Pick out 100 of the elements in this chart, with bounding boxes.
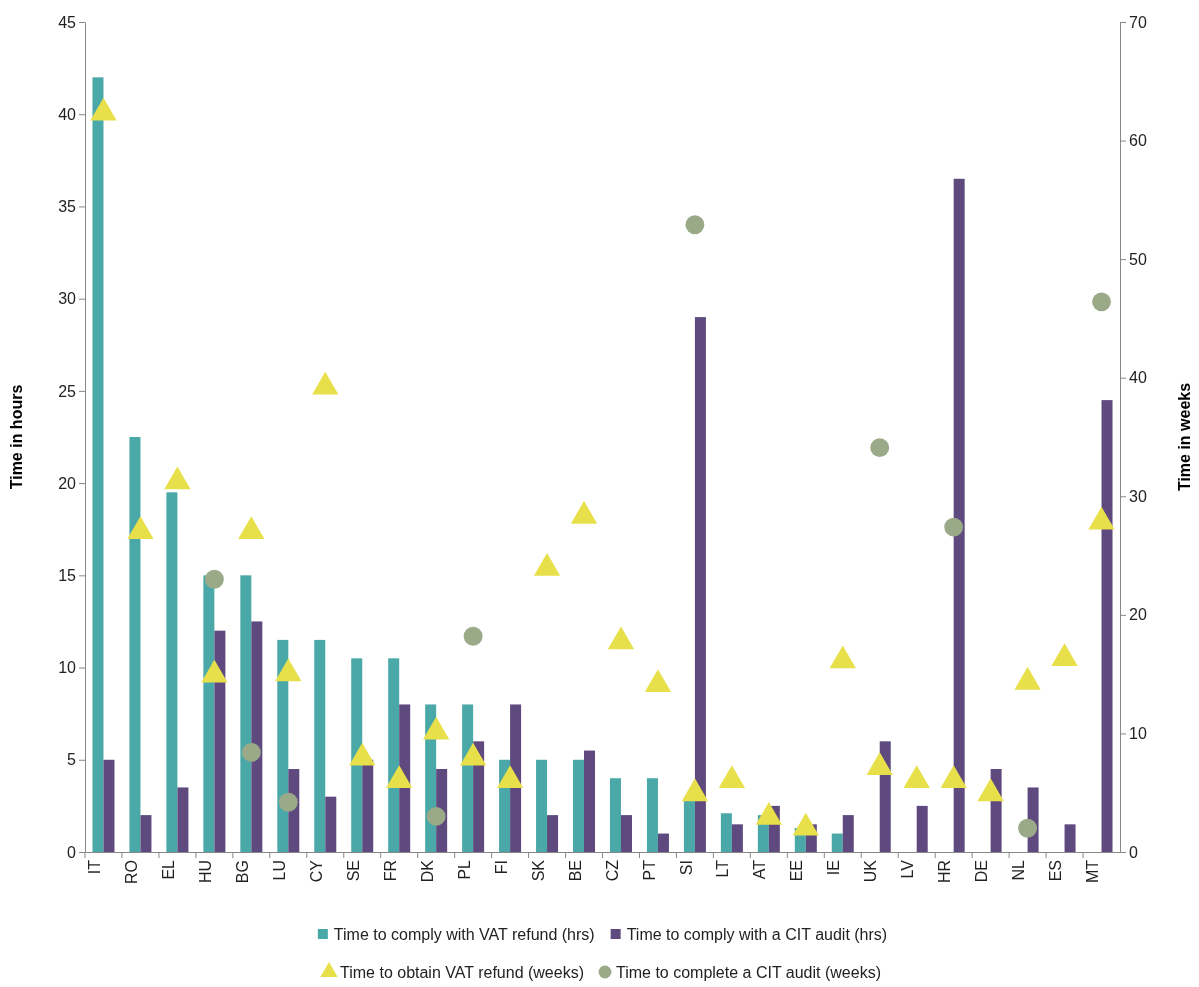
point	[201, 659, 228, 683]
y2-tick-label: 70	[1129, 13, 1147, 31]
point	[238, 516, 265, 540]
bar	[510, 704, 522, 852]
bar	[214, 630, 226, 852]
bar	[573, 759, 585, 852]
x-tick-label: UK	[862, 859, 880, 883]
point	[1051, 643, 1078, 666]
point	[90, 97, 117, 121]
point	[792, 812, 819, 836]
y-tick-label: 0	[67, 843, 77, 861]
bar	[362, 759, 374, 852]
point	[1092, 292, 1111, 312]
bar	[831, 833, 843, 852]
y-tick-label: 10	[58, 659, 77, 677]
x-tick-label: LU	[270, 860, 288, 881]
point	[1014, 666, 1041, 690]
bar	[1064, 824, 1076, 852]
x-tick-label: PT	[640, 859, 658, 881]
y2-tick-label: 30	[1129, 487, 1147, 505]
y-tick-label: 45	[58, 13, 77, 31]
point	[423, 716, 450, 740]
x-tick-label: IT	[86, 859, 104, 875]
x-tick-label: PL	[455, 859, 473, 880]
y-axis-title: Time in hours	[8, 384, 25, 490]
point	[426, 807, 446, 826]
point	[607, 626, 635, 650]
y-tick-label: 5	[67, 751, 77, 769]
point	[644, 669, 672, 693]
x-tick-label: IE	[825, 860, 843, 876]
bar	[251, 621, 263, 852]
y-tick-label: 15	[58, 566, 77, 584]
x-tick-label: SI	[677, 860, 695, 876]
bar	[140, 815, 152, 852]
x-tick-label: MT	[1084, 859, 1102, 884]
bar	[536, 759, 548, 852]
bar	[646, 778, 658, 852]
x-tick-label: HR	[936, 860, 954, 884]
y-tick-label: 35	[58, 198, 77, 216]
point	[386, 765, 413, 789]
bar	[314, 639, 326, 852]
y-tick-label: 30	[58, 290, 77, 308]
bar	[720, 813, 732, 852]
point	[349, 742, 376, 766]
x-tick-label: RO	[123, 860, 141, 884]
point	[1018, 818, 1038, 838]
x-tick-label: ES	[1047, 860, 1065, 882]
x-tick-label: HU	[196, 860, 214, 884]
bar	[694, 317, 706, 852]
point	[241, 742, 261, 762]
legend-label: Time to complete a CIT audit (weeks)	[615, 964, 881, 981]
point	[127, 516, 154, 540]
bar	[203, 575, 215, 852]
y-tick-label: 20	[58, 474, 77, 492]
point	[870, 438, 890, 458]
x-tick-label: BG	[233, 860, 251, 884]
bar	[953, 178, 965, 852]
point	[533, 553, 561, 576]
x-tick-label: EE	[788, 860, 806, 882]
x-tick-label: BE	[566, 860, 584, 882]
y2-tick-label: 10	[1129, 725, 1147, 743]
point	[459, 742, 487, 766]
bar	[547, 815, 559, 852]
point	[164, 466, 191, 490]
point	[204, 569, 224, 589]
bar	[177, 787, 189, 852]
x-tick-label: AT	[751, 859, 769, 880]
y2-tick-label: 20	[1129, 606, 1147, 624]
point	[1088, 506, 1115, 530]
bar	[731, 824, 743, 852]
point	[940, 765, 967, 789]
x-tick-label: CY	[307, 859, 325, 883]
bar	[916, 805, 928, 852]
bar	[584, 750, 596, 852]
x-tick-label: EL	[160, 859, 178, 880]
point	[570, 500, 598, 524]
point	[903, 765, 930, 789]
point	[278, 792, 298, 812]
point	[977, 778, 1004, 802]
x-tick-label: LV	[899, 859, 917, 879]
x-tick-label: CZ	[603, 859, 621, 882]
bar	[657, 833, 669, 852]
y-tick-label: 25	[58, 382, 77, 400]
legend-label: Time to comply with a CIT audit (hrs)	[626, 926, 888, 943]
legend-label: Time to obtain VAT refund (weeks)	[340, 964, 584, 981]
y2-axis-title: Time in weeks	[1176, 382, 1193, 492]
point	[944, 517, 964, 537]
x-tick-label: NL	[1010, 859, 1028, 881]
bar	[240, 575, 252, 852]
x-tick-label: FI	[492, 860, 510, 875]
point	[866, 752, 893, 776]
point	[718, 765, 746, 789]
bar	[842, 815, 854, 852]
y2-tick-label: 40	[1129, 369, 1147, 387]
legend-label: Time to comply with VAT refund (hrs)	[333, 926, 595, 943]
point	[312, 371, 339, 395]
point	[463, 626, 483, 646]
bar	[325, 796, 337, 852]
x-tick-label: DK	[418, 859, 436, 883]
bar	[620, 815, 632, 852]
